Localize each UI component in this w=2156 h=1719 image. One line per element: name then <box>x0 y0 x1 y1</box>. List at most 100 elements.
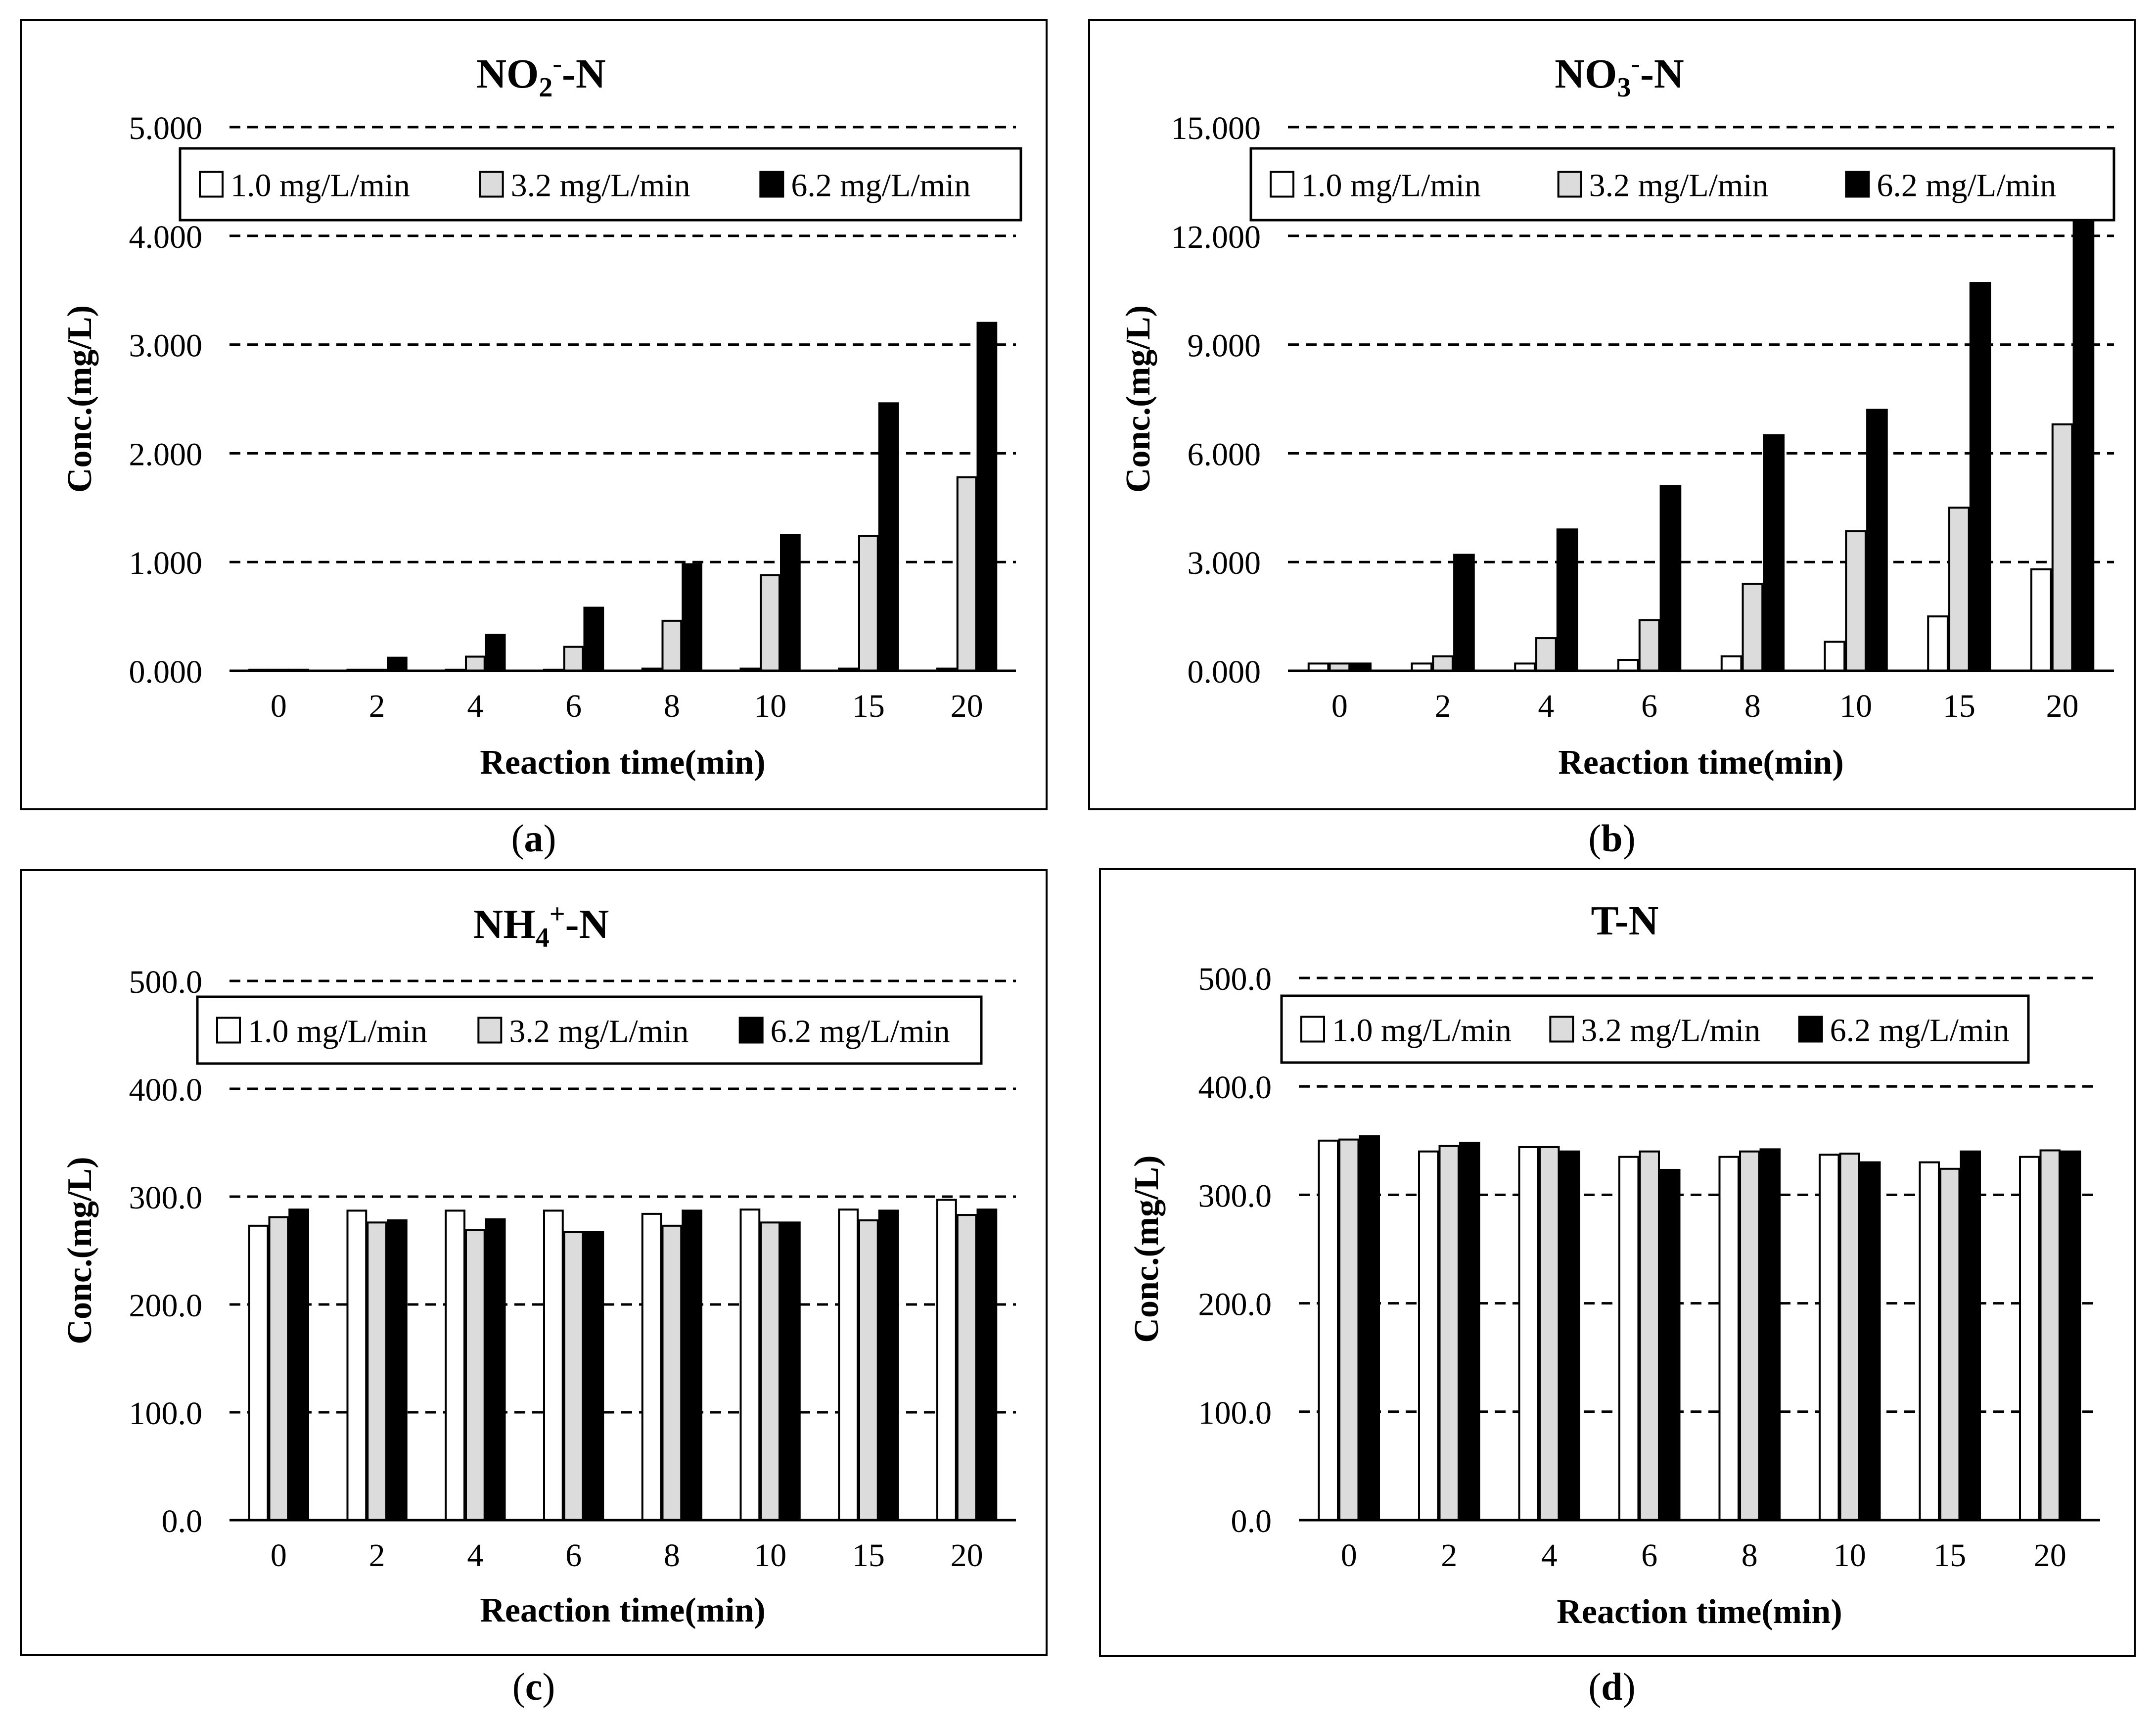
y-tick-label: 400.0 <box>129 1072 203 1108</box>
chart-panel-b: NO3--N 0.000 3.000 6.000 9.000 12.000 15.000 0 2… <box>1088 19 2136 810</box>
x-tick-label: 6 <box>1641 1537 1657 1574</box>
bar-6-2-mg-L-min-2 <box>1453 554 1475 672</box>
x-tick-label: 6 <box>1641 688 1657 724</box>
bar-3-2-mg-L-min-15 <box>858 535 879 672</box>
y-tick-label: 3.000 <box>129 328 203 364</box>
x-tick-label: 0 <box>1331 688 1348 724</box>
chart-title: NH4+-N <box>473 899 609 953</box>
x-axis-label: Reaction time(min) <box>1558 743 1843 782</box>
bar-6-2-mg-L-min-15 <box>1960 1150 1981 1521</box>
chart-panel-d: T-N 0.0 100.0 200.0 300.0 400.0 500.0 0 2 4 6 8 10 15… <box>1099 868 2136 1657</box>
bar-6-2-mg-L-min-4 <box>485 1218 506 1521</box>
bar-6-2-mg-L-min-20 <box>976 322 998 672</box>
chart-title: NO3--N <box>1555 48 1684 103</box>
y-tick-label: 400.0 <box>1198 1069 1272 1106</box>
y-axis-label: Conc.(mg/L) <box>61 305 99 493</box>
caption-d: (d) <box>1588 1665 1636 1708</box>
bar-3-2-mg-L-min-0 <box>268 1216 289 1521</box>
legend-label: 6.2 mg/L/min <box>1877 168 2056 204</box>
bar-6-2-mg-L-min-8 <box>1763 434 1785 672</box>
chart-title-base: NO <box>476 51 539 97</box>
legend-swatch <box>759 171 784 198</box>
x-tick-label: 4 <box>1541 1537 1558 1574</box>
x-tick-label: 8 <box>664 688 680 724</box>
legend-swatch <box>216 1017 241 1044</box>
chart-title: NO2--N <box>476 48 605 103</box>
bar-1-0-mg-L-min-20 <box>2030 568 2052 672</box>
x-tick-label: 2 <box>1441 1537 1457 1574</box>
bar-6-2-mg-L-min-8 <box>682 1209 703 1521</box>
x-tick-label: 6 <box>565 1537 582 1574</box>
bar-1-0-mg-L-min-8 <box>641 1212 662 1521</box>
legend-box <box>179 147 1022 222</box>
x-tick-label: 0 <box>271 1537 287 1574</box>
chart-title-base: NO <box>1555 51 1617 97</box>
bar-6-2-mg-L-min-8 <box>682 563 703 672</box>
bar-3-2-mg-L-min-20 <box>2039 1149 2061 1521</box>
bar-1-0-mg-L-min-0 <box>248 1224 269 1521</box>
bar-3-2-mg-L-min-20 <box>956 1214 977 1521</box>
chart-title-subscript: 4 <box>536 923 550 953</box>
y-tick-label: 100.0 <box>1198 1395 1272 1431</box>
legend-label: 3.2 mg/L/min <box>511 168 690 204</box>
chart-svg: NO3--N 0.000 3.000 6.000 9.000 12.000 15.000 0 2… <box>1119 48 2115 782</box>
bar-6-2-mg-L-min-15 <box>1969 282 1991 672</box>
chart-title: T-N <box>1591 898 1659 944</box>
bar-3-2-mg-L-min-6 <box>563 1231 584 1521</box>
bar-3-2-mg-L-min-6 <box>1638 619 1660 672</box>
bar-6-2-mg-L-min-0 <box>1359 1135 1380 1521</box>
legend-swatch <box>199 171 224 198</box>
x-tick-label: 0 <box>1341 1537 1357 1574</box>
bar-6-2-mg-L-min-10 <box>1860 1161 1881 1521</box>
bar-1-0-mg-L-min-2 <box>346 1209 367 1521</box>
x-tick-label: 8 <box>664 1537 680 1574</box>
caption-b: (b) <box>1588 817 1636 860</box>
legend-label: 1.0 mg/L/min <box>1332 1013 1512 1049</box>
y-tick-label: 0.0 <box>162 1503 203 1539</box>
bar-1-0-mg-L-min-10 <box>1819 1154 1840 1521</box>
bar-3-2-mg-L-min-20 <box>956 476 977 672</box>
x-tick-label: 15 <box>1943 688 1975 724</box>
x-tick-label: 2 <box>369 1537 385 1574</box>
legend-box <box>1249 147 2115 222</box>
bar-1-0-mg-L-min-15 <box>838 1208 859 1521</box>
bar-3-2-mg-L-min-2 <box>1432 655 1454 672</box>
bar-6-2-mg-L-min-4 <box>485 634 506 672</box>
bar-6-2-mg-L-min-6 <box>583 606 604 672</box>
x-axis-label: Reaction time(min) <box>1557 1593 1842 1631</box>
chart-title-subscript: 2 <box>539 72 552 103</box>
x-tick-label: 10 <box>1839 688 1872 724</box>
bar-6-2-mg-L-min-15 <box>878 402 899 672</box>
bar-1-0-mg-L-min-6 <box>1617 659 1639 672</box>
chart-title-base: T-N <box>1591 898 1659 944</box>
caption-c: (c) <box>512 1665 555 1708</box>
x-axis-label: Reaction time(min) <box>480 1591 765 1629</box>
y-tick-label: 4.000 <box>129 219 203 255</box>
bar-6-2-mg-L-min-6 <box>583 1231 604 1521</box>
bar-1-0-mg-L-min-20 <box>2019 1156 2040 1521</box>
bar-3-2-mg-L-min-10 <box>1839 1153 1860 1521</box>
bar-3-2-mg-L-min-8 <box>661 619 683 672</box>
chart-title-suffix: -N <box>562 51 606 97</box>
bar-6-2-mg-L-min-10 <box>780 534 801 672</box>
bar-6-2-mg-L-min-10 <box>1866 409 1888 672</box>
bar-3-2-mg-L-min-15 <box>1948 507 1970 672</box>
y-tick-label: 0.000 <box>129 654 203 690</box>
legend-swatch <box>738 1017 764 1044</box>
legend-label: 6.2 mg/L/min <box>791 168 970 204</box>
bar-6-2-mg-L-min-20 <box>2072 202 2095 672</box>
bar-6-2-mg-L-min-2 <box>1459 1142 1480 1521</box>
x-tick-label: 20 <box>951 1537 983 1574</box>
bar-3-2-mg-L-min-4 <box>1535 637 1557 672</box>
x-tick-label: 20 <box>2034 1537 2066 1574</box>
x-tick-label: 10 <box>754 688 786 724</box>
x-tick-label: 4 <box>1538 688 1554 724</box>
chart-title-superscript: - <box>1631 48 1640 79</box>
x-tick-label: 15 <box>852 1537 885 1574</box>
bar-3-2-mg-L-min-6 <box>1639 1150 1660 1521</box>
legend-swatch <box>1549 1016 1574 1043</box>
y-tick-label: 12.000 <box>1171 219 1261 255</box>
bar-1-0-mg-L-min-6 <box>1618 1156 1640 1521</box>
y-tick-label: 0.000 <box>1188 654 1261 690</box>
